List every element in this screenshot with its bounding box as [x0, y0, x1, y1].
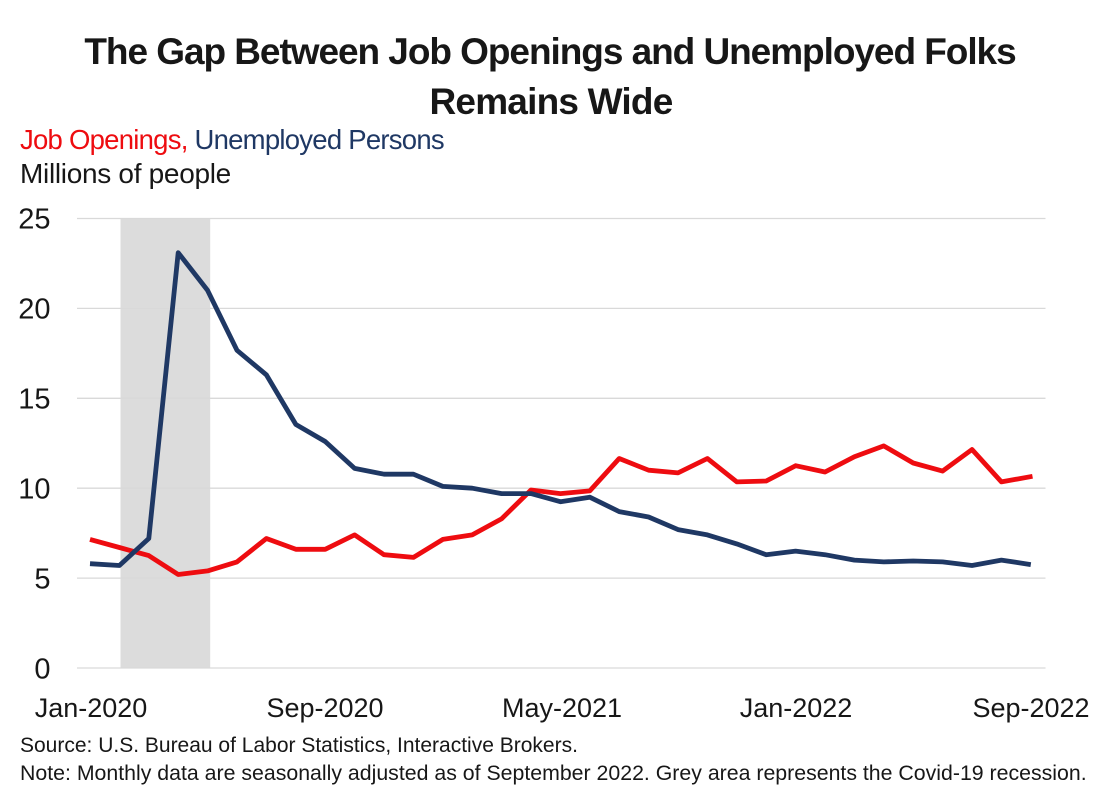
svg-text:Millions of people: Millions of people: [20, 158, 231, 189]
svg-text:10: 10: [18, 473, 50, 505]
svg-text:15: 15: [18, 384, 50, 416]
svg-text:Sep-2020: Sep-2020: [266, 693, 383, 723]
svg-text:20: 20: [18, 294, 50, 326]
svg-text:Job Openings, Unemployed Perso: Job Openings, Unemployed Persons: [20, 124, 444, 155]
svg-text:Source: U.S. Bureau of Labor S: Source: U.S. Bureau of Labor Statistics,…: [20, 734, 578, 757]
svg-text:Sep-2022: Sep-2022: [972, 693, 1089, 723]
svg-text:5: 5: [34, 563, 50, 595]
svg-text:May-2021: May-2021: [502, 693, 622, 723]
svg-text:Remains Wide: Remains Wide: [430, 81, 673, 122]
svg-text:Jan-2022: Jan-2022: [740, 693, 853, 723]
svg-text:Jan-2020: Jan-2020: [35, 693, 148, 723]
svg-text:25: 25: [18, 204, 50, 236]
svg-text:0: 0: [34, 653, 50, 685]
svg-text:The Gap Between Job Openings a: The Gap Between Job Openings and Unemplo…: [84, 31, 1016, 72]
svg-text:Note: Monthly data are seasona: Note: Monthly data are seasonally adjust…: [20, 761, 1087, 785]
